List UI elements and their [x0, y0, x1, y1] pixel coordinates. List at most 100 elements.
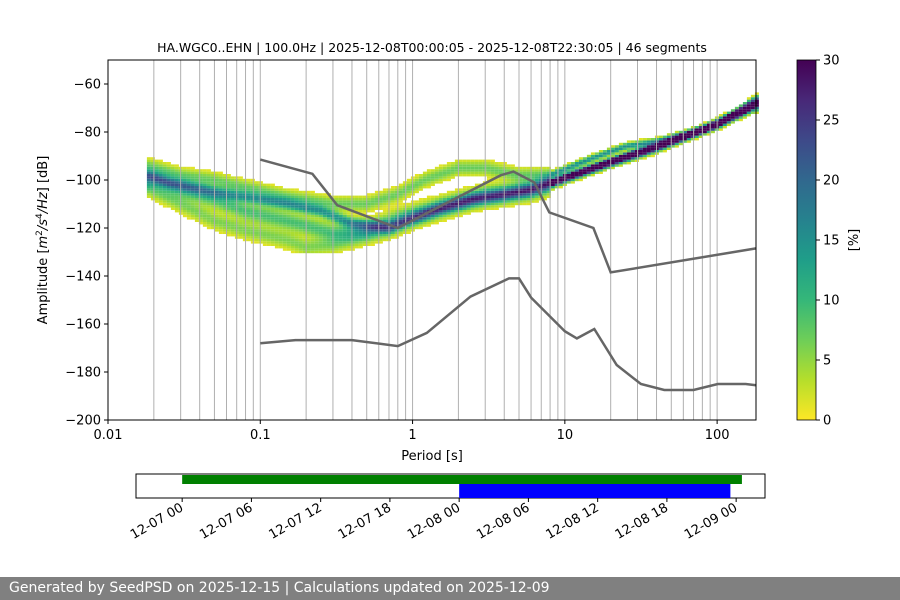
psd-cell [498, 176, 503, 179]
psd-cell [254, 202, 259, 206]
psd-cell [190, 217, 195, 220]
psd-cell [322, 193, 327, 196]
psd-cell [382, 195, 387, 198]
psd-cell [338, 241, 343, 244]
psd-cell [382, 236, 387, 239]
psd-cell [254, 236, 259, 239]
psd-cell [426, 169, 431, 172]
psd-cell [498, 178, 503, 182]
psd-cell [362, 219, 367, 222]
psd-cell [498, 181, 503, 184]
psd-cell [738, 114, 743, 117]
psd-cell [546, 178, 551, 182]
psd-cell [490, 164, 495, 167]
psd-cell [442, 207, 447, 210]
psd-cell [614, 164, 619, 167]
psd-cell [514, 169, 519, 172]
psd-cell [658, 150, 663, 153]
psd-cell [262, 198, 267, 201]
psd-cell [414, 176, 419, 179]
psd-cell [290, 200, 295, 203]
psd-cell [154, 178, 159, 182]
psd-cell [370, 226, 375, 230]
psd-cell [378, 200, 383, 203]
psd-cell [242, 202, 247, 206]
psd-cell [158, 166, 163, 170]
psd-cell [306, 210, 311, 213]
psd-cell [238, 205, 243, 208]
psd-cell [690, 135, 695, 138]
psd-cell [454, 162, 459, 165]
psd-cell [306, 248, 311, 251]
psd-cell [522, 186, 527, 189]
psd-cell [634, 159, 639, 162]
psd-cell [198, 195, 203, 198]
psd-cell [478, 188, 483, 191]
psd-cell [222, 222, 227, 225]
psd-cell [586, 164, 591, 167]
psd-cell [266, 243, 271, 246]
psd-cell [502, 176, 507, 179]
psd-cell [198, 190, 203, 194]
psd-cell [154, 195, 159, 198]
x-tick-label: 0.1 [250, 428, 271, 443]
psd-cell [202, 181, 207, 184]
psd-cell [674, 145, 679, 148]
psd-cell [458, 205, 463, 208]
psd-cell [238, 210, 243, 213]
psd-cell [662, 147, 667, 150]
psd-cell [222, 200, 227, 203]
psd-cell [274, 212, 279, 215]
psd-cell [166, 169, 171, 172]
psd-cell [574, 159, 579, 162]
psd-cell [370, 229, 375, 232]
psd-cell [546, 169, 551, 172]
psd-cell [326, 195, 331, 198]
psd-cell [158, 183, 163, 186]
psd-cell [246, 219, 251, 222]
psd-cell [226, 222, 231, 225]
psd-cell [418, 188, 423, 191]
psd-cell [498, 164, 503, 167]
psd-cell [586, 157, 591, 160]
psd-cell [350, 207, 355, 210]
psd-cell [350, 212, 355, 215]
psd-cell [414, 226, 419, 230]
psd-cell [582, 159, 587, 162]
psd-cell [342, 226, 347, 230]
psd-cell [246, 198, 251, 201]
psd-cell [638, 150, 643, 153]
plot-frame [107, 59, 757, 421]
psd-cell [206, 190, 211, 194]
psd-cell [254, 183, 259, 186]
psd-cell [402, 205, 407, 208]
psd-cell [214, 202, 219, 206]
psd-cell [238, 186, 243, 189]
y-tick-label: −180 [65, 366, 101, 381]
psd-cell [186, 178, 191, 182]
psd-cell [526, 188, 531, 191]
psd-cell [694, 128, 699, 131]
psd-cell [242, 190, 247, 194]
psd-cell [214, 171, 219, 174]
psd-cell [586, 166, 591, 170]
psd-cell [258, 219, 263, 222]
psd-cell [698, 123, 703, 126]
psd-cell [550, 171, 555, 174]
psd-cell [494, 202, 499, 206]
psd-cell [462, 200, 467, 203]
psd-cell [490, 176, 495, 179]
psd-cell [362, 238, 367, 242]
psd-cell [402, 183, 407, 186]
noise-model-line [260, 277, 757, 392]
psd-cell [442, 164, 447, 167]
colorbar-tick-label: 10 [823, 294, 840, 309]
psd-cell [466, 210, 471, 213]
psd-cell [290, 205, 295, 208]
psd-cell [210, 181, 215, 184]
psd-cell [286, 198, 291, 201]
psd-cell [194, 195, 199, 198]
psd-cell [346, 195, 351, 198]
psd-cell [186, 217, 191, 220]
psd-cell [266, 190, 271, 194]
